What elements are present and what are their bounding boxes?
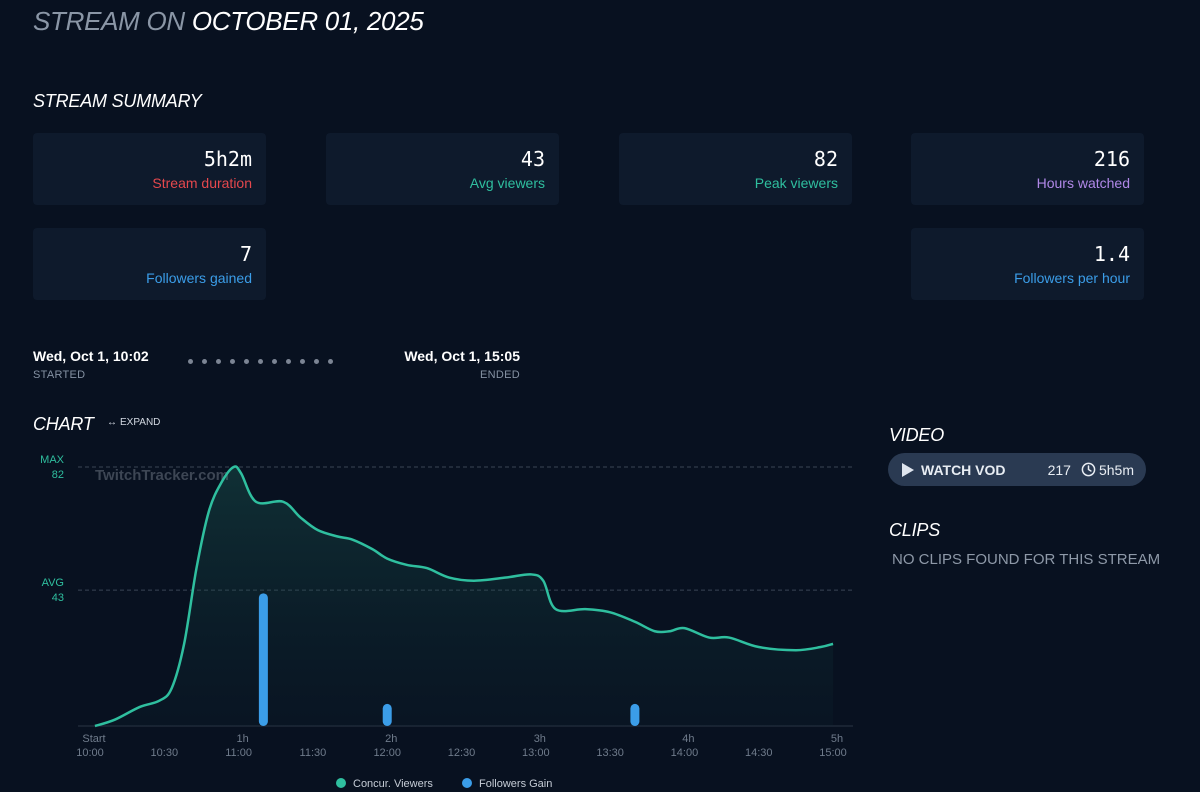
- chart-line: [94, 465, 834, 728]
- stat-value: 82: [813, 147, 838, 171]
- legend-label-1: Followers Gain: [479, 778, 552, 790]
- start-time: Wed, Oct 1, 10:02: [33, 348, 149, 364]
- watch-vod-label: WATCH VOD: [921, 461, 1006, 478]
- stat-card-followers-per-hour: 1.4 Followers per hour: [911, 228, 1144, 300]
- stat-value: 1.4: [1093, 242, 1130, 266]
- timeline-dots: [188, 359, 333, 364]
- x-tick-clock: 11:30: [300, 747, 327, 759]
- follower-bar-2: [630, 703, 640, 726]
- chart-title: CHART: [33, 414, 94, 434]
- video-title: VIDEO: [889, 425, 945, 445]
- avg-value: 43: [52, 592, 64, 604]
- watch-vod-button[interactable]: WATCH VOD 217 5h5m: [888, 453, 1146, 486]
- stream-end: Wed, Oct 1, 15:05 ENDED: [404, 348, 520, 381]
- x-tick-label: Start: [82, 733, 105, 745]
- expand-label: EXPAND: [120, 417, 161, 428]
- max-value: 82: [52, 469, 64, 481]
- x-tick-label: 1h: [236, 733, 248, 745]
- start-tag: STARTED: [33, 369, 86, 381]
- x-tick-label: 5h: [831, 733, 843, 745]
- x-tick-clock: 12:00: [373, 747, 401, 759]
- chart-x-axis: Start 10:00 10:30 1h 11:00 11:30 2h 12:00 12:30 3…: [76, 733, 847, 759]
- page-title: STREAM ON OCTOBER 01, 2025: [33, 6, 424, 37]
- stat-label: Peak viewers: [754, 175, 838, 191]
- play-icon: [902, 462, 914, 477]
- x-tick-label: 2h: [385, 733, 397, 745]
- x-tick-clock: 10:00: [76, 747, 104, 759]
- stat-value: 7: [239, 242, 252, 266]
- max-label: MAX: [40, 454, 65, 466]
- stat-card-duration: 5h2m Stream duration: [33, 133, 266, 205]
- clock-icon: [1081, 462, 1096, 477]
- stat-label: Followers gained: [146, 270, 252, 286]
- chart-area: [94, 466, 834, 726]
- x-tick-clock: 15:00: [819, 747, 847, 759]
- x-tick-label: 4h: [682, 733, 694, 745]
- stat-label: Stream duration: [152, 175, 252, 191]
- stat-value: 5h2m: [203, 147, 252, 171]
- x-tick-clock: 13:00: [522, 747, 550, 759]
- end-tag: ENDED: [479, 369, 520, 381]
- chart-watermark: TwitchTracker.com: [95, 467, 229, 484]
- legend-label-0: Concur. Viewers: [353, 778, 433, 790]
- stream-summary-title: STREAM SUMMARY: [33, 91, 202, 111]
- vod-duration: 5h5m: [1098, 461, 1134, 478]
- x-tick-clock: 13:30: [596, 747, 624, 759]
- legend-swatch-0: [336, 778, 346, 788]
- chart-legend: Concur. Viewers Followers Gain: [336, 778, 552, 790]
- end-time: Wed, Oct 1, 15:05: [404, 348, 520, 364]
- follower-bar-0: [258, 593, 268, 726]
- x-tick-clock: 11:00: [225, 747, 252, 759]
- follower-bar-1: [382, 703, 392, 726]
- x-tick-clock: 10:30: [151, 747, 179, 759]
- stat-label: Followers per hour: [1014, 270, 1130, 286]
- stat-value: 216: [1093, 147, 1130, 171]
- viewers-area: [94, 466, 834, 726]
- stat-card-hours-watched: 216 Hours watched: [911, 133, 1144, 205]
- stat-card-peak-viewers: 82 Peak viewers: [619, 133, 852, 205]
- stat-value: 43: [520, 147, 545, 171]
- stat-label: Hours watched: [1036, 175, 1130, 191]
- expand-button[interactable]: ↔ EXPAND: [107, 417, 163, 428]
- viewers-line: [94, 465, 834, 728]
- viewers-chart: TwitchTracker.com MAX 82 AVG 43 Start 10:00 1…: [40, 454, 853, 790]
- x-tick-clock: 14:00: [671, 747, 699, 759]
- x-tick-clock: 12:30: [448, 747, 476, 759]
- stat-label: Avg viewers: [469, 175, 545, 191]
- no-clips-message: NO CLIPS FOUND FOR THIS STREAM: [892, 551, 1161, 568]
- page-title-prefix: STREAM ON: [33, 6, 185, 36]
- vod-views: 217: [1047, 461, 1071, 478]
- x-tick-clock: 14:30: [745, 747, 773, 759]
- chart-bars: [258, 593, 640, 726]
- legend-swatch-1: [462, 778, 472, 788]
- x-tick-label: 3h: [534, 733, 546, 745]
- expand-arrows-icon: ↔: [107, 417, 117, 428]
- avg-label: AVG: [42, 577, 64, 589]
- stat-card-avg-viewers: 43 Avg viewers: [326, 133, 559, 205]
- stat-card-followers-gained: 7 Followers gained: [33, 228, 266, 300]
- stream-start: Wed, Oct 1, 10:02 STARTED: [33, 348, 149, 381]
- clips-title: CLIPS: [889, 520, 941, 540]
- page-title-date: OCTOBER 01, 2025: [191, 6, 424, 36]
